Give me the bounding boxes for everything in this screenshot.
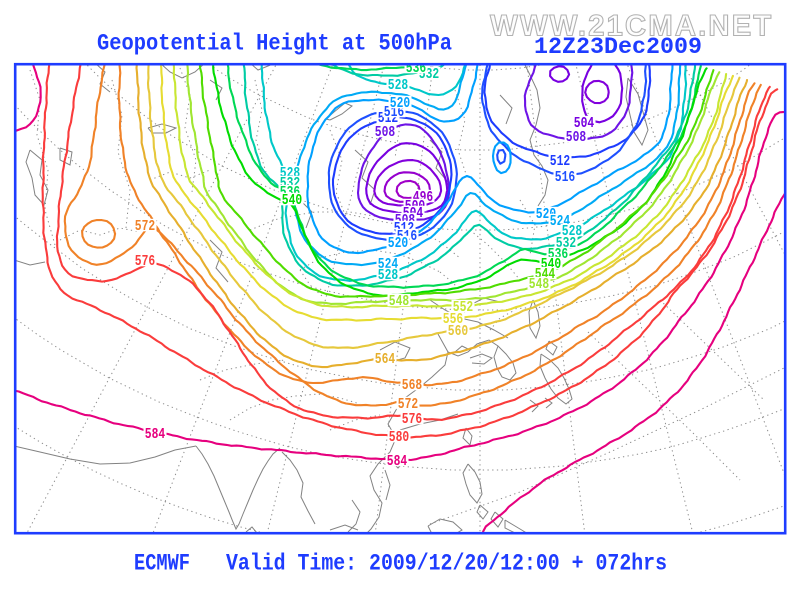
svg-text:508: 508: [566, 129, 586, 146]
svg-text:572: 572: [398, 396, 418, 413]
svg-text:536: 536: [406, 60, 426, 77]
svg-text:512: 512: [550, 153, 570, 170]
svg-text:Valid Time: 2009/12/20/12:00 +: Valid Time: 2009/12/20/12:00 + 072hrs: [226, 551, 667, 578]
svg-text:548: 548: [529, 276, 549, 293]
svg-text:508: 508: [375, 124, 395, 141]
svg-text:540: 540: [282, 192, 302, 209]
svg-text:504: 504: [574, 115, 594, 132]
svg-text:560: 560: [448, 323, 468, 340]
svg-text:ECMWF: ECMWF: [134, 551, 190, 578]
svg-text:576: 576: [402, 411, 422, 428]
svg-text:584: 584: [387, 453, 407, 470]
svg-text:520: 520: [390, 95, 410, 112]
svg-text:12Z23Dec2009: 12Z23Dec2009: [534, 34, 702, 61]
svg-text:Geopotential Height at 500hPa: Geopotential Height at 500hPa: [97, 31, 452, 58]
svg-text:552: 552: [453, 299, 473, 316]
svg-text:528: 528: [378, 267, 398, 284]
svg-text:564: 564: [375, 351, 395, 368]
svg-text:528: 528: [562, 223, 582, 240]
svg-text:568: 568: [402, 377, 422, 394]
svg-text:556: 556: [443, 311, 463, 328]
svg-text:572: 572: [135, 218, 155, 235]
svg-text:WWW.21CMA.NET: WWW.21CMA.NET: [490, 10, 773, 43]
svg-text:580: 580: [389, 429, 409, 446]
svg-text:516: 516: [555, 169, 575, 186]
svg-text:548: 548: [389, 293, 409, 310]
svg-text:520: 520: [388, 235, 408, 252]
svg-text:584: 584: [145, 426, 165, 443]
svg-text:576: 576: [135, 253, 155, 270]
svg-text:528: 528: [388, 77, 408, 94]
